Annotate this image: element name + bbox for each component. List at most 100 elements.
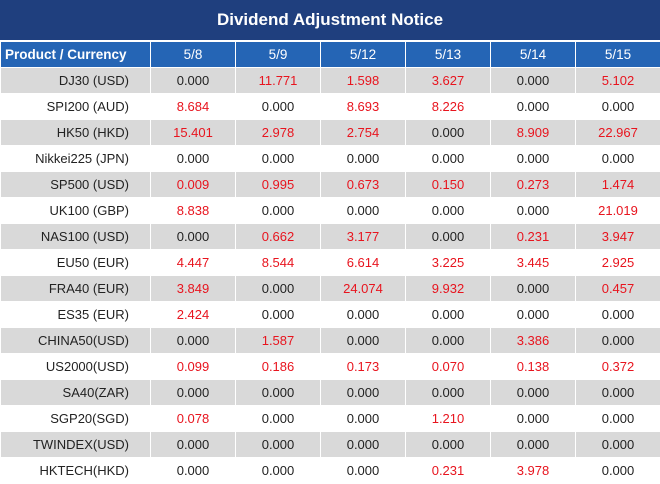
dividend-value: 0.138 [491,354,576,380]
dividend-value: 0.000 [491,146,576,172]
dividend-value: 0.070 [406,354,491,380]
dividend-value: 1.210 [406,406,491,432]
row-product: CHINA50(USD) [1,328,151,354]
dividend-value: 0.000 [321,302,406,328]
row-product: SGP20(SGD) [1,406,151,432]
row-product: SP500 (USD) [1,172,151,198]
dividend-value: 1.474 [576,172,660,198]
dividend-value: 3.445 [491,250,576,276]
row-product: Nikkei225 (JPN) [1,146,151,172]
dividend-value: 22.967 [576,120,660,146]
dividend-value: 0.000 [236,94,321,120]
header-product-currency: Product / Currency [1,42,151,68]
row-product: UK100 (GBP) [1,198,151,224]
dividend-value: 0.000 [576,328,660,354]
dividend-value: 0.000 [236,406,321,432]
dividend-value: 0.000 [236,380,321,406]
row-product: EU50 (EUR) [1,250,151,276]
dividend-value: 2.925 [576,250,660,276]
dividend-table: Product / Currency 5/8 5/9 5/12 5/13 5/1… [0,41,660,484]
row-product: HKTECH(HKD) [1,458,151,484]
notice-title: Dividend Adjustment Notice [0,0,660,41]
dividend-value: 0.273 [491,172,576,198]
dividend-value: 0.231 [406,458,491,484]
dividend-value: 0.000 [236,458,321,484]
header-date: 5/14 [491,42,576,68]
header-date: 5/15 [576,42,660,68]
dividend-value: 0.457 [576,276,660,302]
header-row: Product / Currency 5/8 5/9 5/12 5/13 5/1… [1,42,660,68]
row-product: US2000(USD) [1,354,151,380]
dividend-value: 9.932 [406,276,491,302]
dividend-value: 0.000 [491,94,576,120]
dividend-value: 8.226 [406,94,491,120]
row-product: TWINDEX(USD) [1,432,151,458]
dividend-value: 0.000 [491,276,576,302]
dividend-value: 0.000 [321,146,406,172]
dividend-value: 0.000 [236,302,321,328]
dividend-value: 0.000 [151,432,236,458]
dividend-value: 0.000 [406,224,491,250]
dividend-value: 0.000 [151,146,236,172]
dividend-value: 0.173 [321,354,406,380]
dividend-value: 0.000 [491,302,576,328]
dividend-value: 0.000 [151,224,236,250]
dividend-value: 0.000 [406,146,491,172]
dividend-value: 3.978 [491,458,576,484]
dividend-value: 11.771 [236,68,321,94]
dividend-value: 0.099 [151,354,236,380]
dividend-value: 6.614 [321,250,406,276]
dividend-value: 0.000 [491,432,576,458]
dividend-value: 2.424 [151,302,236,328]
dividend-value: 1.598 [321,68,406,94]
dividend-value: 0.000 [236,276,321,302]
dividend-value: 3.386 [491,328,576,354]
dividend-value: 0.000 [491,68,576,94]
dividend-value: 0.231 [491,224,576,250]
dividend-value: 0.673 [321,172,406,198]
dividend-value: 0.000 [151,380,236,406]
dividend-value: 0.000 [576,146,660,172]
dividend-value: 3.225 [406,250,491,276]
row-product: SPI200 (AUD) [1,94,151,120]
dividend-value: 2.978 [236,120,321,146]
dividend-value: 0.000 [406,328,491,354]
dividend-value: 0.000 [236,146,321,172]
dividend-value: 0.150 [406,172,491,198]
dividend-value: 0.000 [576,432,660,458]
dividend-value: 0.000 [321,198,406,224]
dividend-value: 1.587 [236,328,321,354]
dividend-value: 0.662 [236,224,321,250]
dividend-value: 3.177 [321,224,406,250]
dividend-value: 15.401 [151,120,236,146]
dividend-value: 0.000 [236,432,321,458]
dividend-value: 8.838 [151,198,236,224]
dividend-value: 0.078 [151,406,236,432]
dividend-value: 0.000 [576,380,660,406]
dividend-value: 0.000 [321,458,406,484]
dividend-value: 0.000 [151,68,236,94]
dividend-value: 0.000 [491,380,576,406]
header-date: 5/8 [151,42,236,68]
dividend-value: 0.000 [576,302,660,328]
dividend-value: 0.000 [576,458,660,484]
dividend-value: 4.447 [151,250,236,276]
dividend-value: 0.000 [151,458,236,484]
dividend-value: 8.684 [151,94,236,120]
dividend-value: 8.693 [321,94,406,120]
